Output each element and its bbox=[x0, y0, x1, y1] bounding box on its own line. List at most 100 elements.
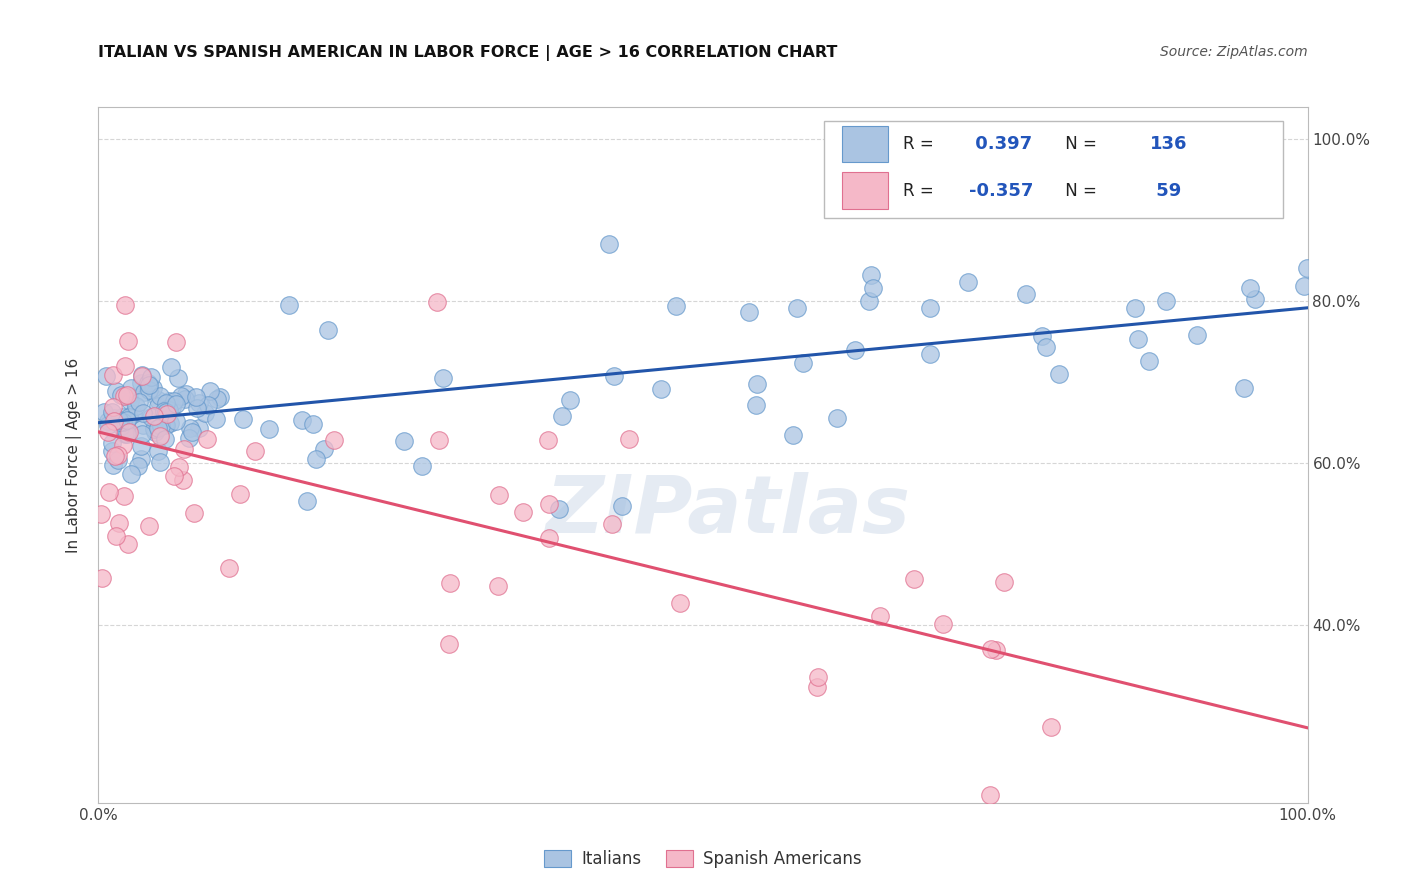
Point bbox=[197, 398, 219, 412]
Point bbox=[136, 376, 159, 390]
Point bbox=[131, 426, 153, 441]
Point bbox=[111, 409, 134, 424]
Point bbox=[124, 399, 146, 413]
Point bbox=[512, 505, 534, 519]
Point bbox=[143, 425, 166, 440]
Point bbox=[745, 377, 768, 392]
Text: N =: N = bbox=[1060, 135, 1102, 153]
Point bbox=[598, 237, 620, 252]
Point bbox=[148, 399, 170, 413]
Point bbox=[108, 415, 131, 429]
Point bbox=[920, 346, 942, 360]
Point bbox=[97, 484, 120, 499]
Point bbox=[155, 395, 177, 409]
Point bbox=[142, 381, 165, 395]
Point bbox=[806, 680, 828, 694]
Point bbox=[93, 405, 115, 419]
Point bbox=[104, 384, 127, 399]
Point bbox=[138, 383, 160, 397]
Point bbox=[118, 390, 141, 404]
Point bbox=[209, 391, 232, 405]
Point bbox=[112, 489, 135, 503]
Point bbox=[117, 334, 139, 349]
Point bbox=[153, 432, 176, 446]
Point bbox=[120, 467, 142, 481]
Text: 59: 59 bbox=[1150, 182, 1181, 200]
Point bbox=[188, 421, 211, 435]
Point bbox=[110, 418, 132, 433]
Point bbox=[669, 596, 692, 610]
Point bbox=[155, 418, 177, 433]
Point bbox=[600, 517, 623, 532]
Point bbox=[138, 378, 160, 392]
Point bbox=[860, 268, 883, 282]
Point bbox=[142, 409, 165, 423]
Point bbox=[97, 417, 120, 432]
Point bbox=[101, 436, 124, 450]
Point bbox=[745, 398, 768, 412]
Point bbox=[148, 444, 170, 458]
Point bbox=[107, 452, 129, 467]
Point bbox=[157, 403, 180, 417]
Point bbox=[232, 411, 254, 425]
Point bbox=[1123, 301, 1146, 316]
Point bbox=[1154, 293, 1177, 308]
Point bbox=[825, 410, 848, 425]
Point bbox=[984, 643, 1007, 657]
Point bbox=[131, 439, 153, 453]
Point bbox=[177, 431, 200, 445]
Point bbox=[156, 402, 179, 417]
Point bbox=[107, 448, 129, 462]
Point bbox=[439, 575, 461, 590]
Point bbox=[858, 294, 880, 309]
Y-axis label: In Labor Force | Age > 16: In Labor Force | Age > 16 bbox=[66, 358, 83, 552]
Point bbox=[862, 281, 884, 295]
Point bbox=[103, 411, 125, 425]
Point bbox=[100, 405, 122, 419]
Point bbox=[229, 487, 252, 501]
Point bbox=[146, 393, 169, 408]
Point bbox=[786, 301, 808, 316]
Point bbox=[150, 419, 173, 434]
Point bbox=[155, 417, 177, 431]
Point bbox=[1040, 720, 1063, 734]
Point bbox=[183, 506, 205, 520]
Point bbox=[187, 396, 209, 410]
Point bbox=[129, 376, 152, 391]
Point bbox=[115, 427, 138, 442]
Point bbox=[131, 368, 153, 383]
Point bbox=[114, 359, 136, 374]
Point bbox=[159, 416, 181, 430]
Point bbox=[104, 449, 127, 463]
Point bbox=[173, 442, 195, 456]
Point bbox=[665, 299, 688, 313]
Point bbox=[108, 413, 131, 427]
Legend: Italians, Spanish Americans: Italians, Spanish Americans bbox=[537, 843, 869, 874]
Point bbox=[1243, 292, 1265, 306]
Point bbox=[90, 571, 112, 585]
Point bbox=[117, 425, 139, 440]
Point bbox=[118, 410, 141, 425]
Point bbox=[101, 400, 124, 414]
Point bbox=[205, 411, 228, 425]
Point bbox=[173, 392, 195, 406]
Text: R =: R = bbox=[903, 135, 939, 153]
Point bbox=[186, 390, 208, 404]
Point bbox=[205, 392, 228, 406]
Point bbox=[245, 444, 267, 458]
Point bbox=[94, 369, 117, 384]
Point bbox=[115, 387, 138, 401]
Point bbox=[138, 519, 160, 533]
Point bbox=[979, 788, 1001, 802]
Point bbox=[993, 575, 1015, 590]
Point bbox=[165, 397, 187, 411]
Point bbox=[218, 560, 240, 574]
Point bbox=[486, 579, 509, 593]
FancyBboxPatch shape bbox=[824, 121, 1284, 219]
Point bbox=[316, 323, 339, 337]
Point bbox=[619, 432, 641, 446]
Point bbox=[1239, 281, 1261, 295]
Text: ZIPatlas: ZIPatlas bbox=[544, 472, 910, 549]
Point bbox=[432, 371, 454, 385]
Point bbox=[301, 417, 323, 431]
